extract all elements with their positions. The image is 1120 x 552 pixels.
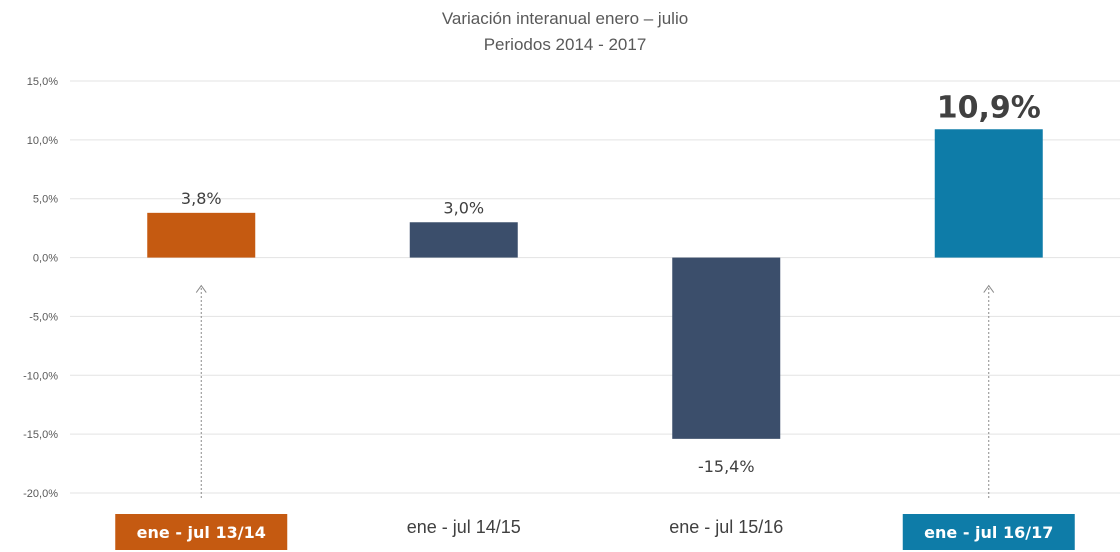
data-label: 10,9% — [937, 90, 1041, 125]
arrowhead — [195, 284, 207, 293]
category-label: ene - jul 13/14 — [137, 523, 266, 542]
y-tick-label: -5,0% — [29, 311, 58, 323]
y-tick-label: -10,0% — [23, 370, 58, 382]
category-highlight-box — [902, 514, 1075, 550]
data-label: -15,4% — [698, 457, 755, 476]
data-label: 3,8% — [181, 189, 222, 208]
bar — [409, 222, 518, 258]
bars — [147, 129, 1043, 439]
y-tick-label: -15,0% — [23, 429, 58, 441]
y-tick-label: 0,0% — [33, 253, 58, 265]
bar — [147, 212, 256, 258]
arrowhead — [983, 284, 995, 293]
chart-subtitle: Periodos 2014 - 2017 — [484, 35, 647, 54]
annotation-arrows — [195, 284, 995, 498]
category-labels: ene - jul 13/14 ene - jul 14/15 ene - jul … — [115, 514, 1075, 550]
gridlines — [70, 80, 1120, 494]
y-tick-label: 10,0% — [27, 135, 58, 147]
category-label: ene - jul 16/17 — [924, 523, 1053, 542]
y-tick-label: 15,0% — [27, 76, 58, 88]
y-tick-label: -20,0% — [23, 488, 58, 500]
category-label: ene - jul 15/16 — [669, 517, 783, 537]
category-highlight-box — [115, 514, 288, 550]
y-axis-ticks: 15,0% 10,0% 5,0% 0,0% -5,0% -10,0% -15,0% -20,0… — [23, 76, 58, 500]
chart-title: Variación interanual enero – julio — [442, 9, 688, 28]
y-tick-label: 5,0% — [33, 194, 58, 206]
data-label: 3,0% — [443, 198, 484, 217]
bar — [672, 257, 781, 439]
bar — [934, 129, 1043, 258]
category-label: ene - jul 14/15 — [407, 517, 521, 537]
data-labels: 3,8% 3,0% -15,4% 10,9% — [181, 90, 1041, 476]
